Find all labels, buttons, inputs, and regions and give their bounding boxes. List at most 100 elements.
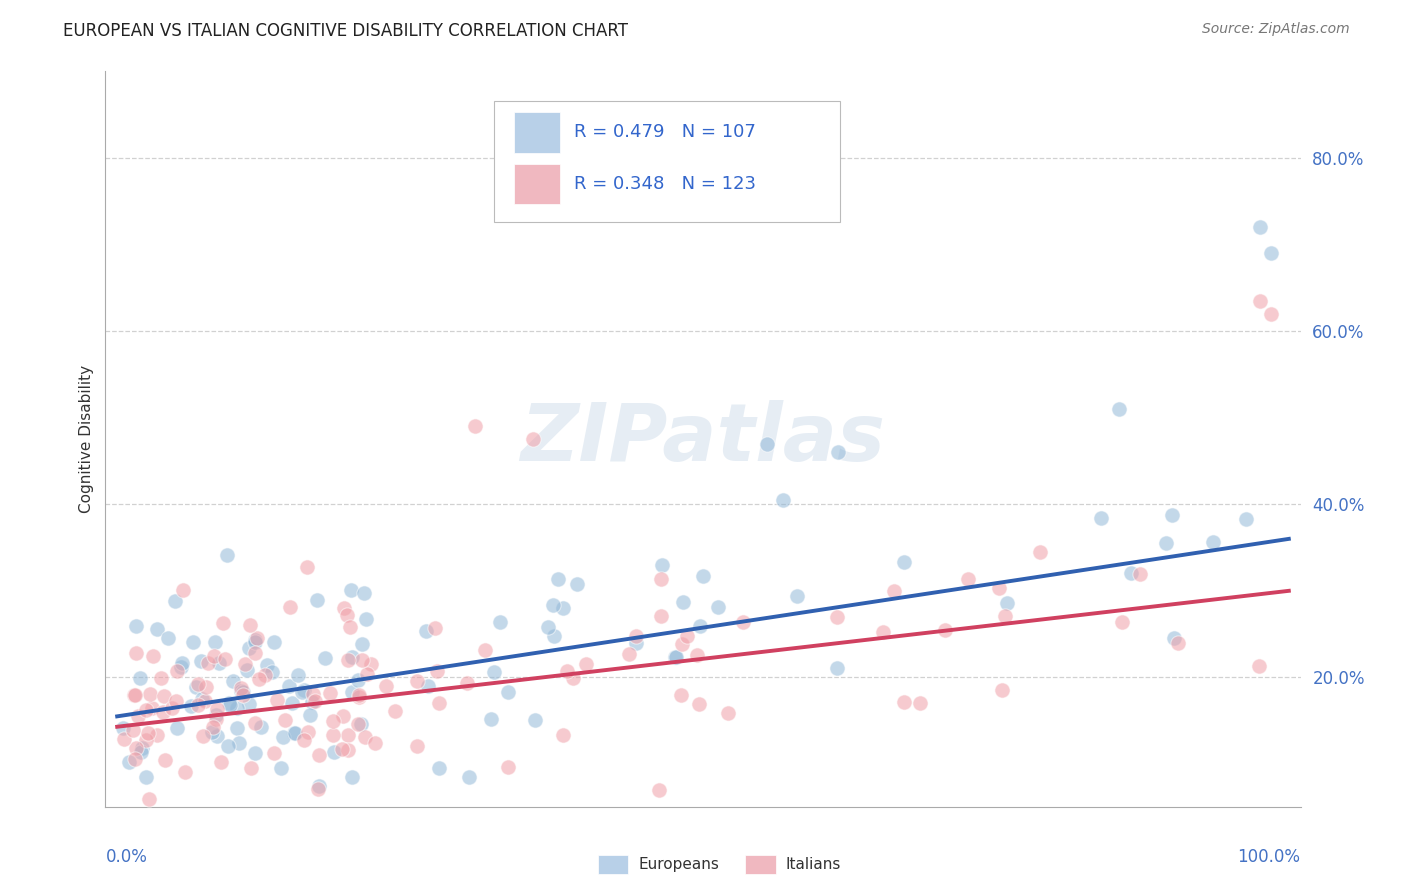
Point [152,689,174,703]
Point [551,600,574,615]
Point [214,652,236,666]
Point [308,779,330,793]
Point [692,569,714,583]
Point [301,695,323,709]
Point [222,673,245,688]
Point [135,771,157,785]
Point [688,697,710,711]
Text: Source: ZipAtlas.com: Source: ZipAtlas.com [1202,22,1350,37]
Point [350,717,373,731]
Text: ZIPatlas: ZIPatlas [520,401,886,478]
Point [352,636,374,650]
Point [292,682,315,697]
Point [893,695,915,709]
Point [280,600,302,615]
Point [202,649,225,664]
Point [340,770,363,784]
Point [307,782,329,797]
Point [231,681,253,695]
Point [129,745,152,759]
Point [232,685,254,699]
Point [1249,220,1271,235]
Point [173,765,195,780]
Point [893,555,915,569]
Point [127,708,149,723]
Point [464,419,486,434]
Point [995,596,1018,610]
Point [1090,511,1112,525]
FancyBboxPatch shape [494,101,841,222]
Point [319,686,342,700]
Point [786,589,808,603]
Point [360,657,382,671]
Point [827,445,849,459]
Point [180,698,202,713]
Point [245,631,267,645]
Point [112,722,135,736]
Point [827,610,849,624]
Point [298,708,321,723]
Point [336,607,359,622]
Point [717,706,740,720]
Point [956,572,979,586]
Point [142,648,165,663]
Point [994,608,1017,623]
Point [537,620,560,634]
Point [339,620,361,634]
Point [239,618,262,632]
Point [243,646,266,660]
Point [415,624,437,639]
Point [235,657,257,671]
Point [205,730,228,744]
Point [934,624,956,638]
Point [202,720,225,734]
Point [226,701,249,715]
Point [551,728,574,742]
Y-axis label: Cognitive Disability: Cognitive Disability [79,365,94,514]
Point [292,733,315,747]
Point [322,728,344,742]
Point [333,601,356,615]
Point [121,723,143,737]
Point [217,739,239,753]
Point [1234,511,1257,525]
Point [308,747,330,762]
Point [1121,566,1143,580]
Point [650,608,672,623]
Point [238,641,260,656]
Point [238,697,260,711]
Point [479,712,502,726]
Point [543,629,565,643]
Point [883,583,905,598]
Point [219,698,242,712]
Point [624,636,647,650]
Point [562,671,585,685]
Point [541,598,564,612]
Point [332,708,354,723]
Point [617,647,640,661]
Point [350,653,373,667]
Point [330,742,353,756]
Point [496,685,519,699]
Point [689,619,711,633]
Point [456,676,478,690]
Point [162,701,184,715]
Point [1108,402,1130,417]
Point [262,665,284,679]
Point [340,685,363,699]
Point [665,650,688,665]
Point [135,733,157,747]
Point [555,664,578,678]
Point [184,680,207,694]
Text: Italians: Italians [786,857,841,871]
Point [172,656,194,670]
Point [125,619,148,633]
Point [125,646,148,660]
Point [136,726,159,740]
Point [1161,508,1184,522]
Point [384,704,406,718]
Point [427,696,450,710]
Point [187,677,209,691]
Point [190,654,212,668]
Point [671,688,693,702]
